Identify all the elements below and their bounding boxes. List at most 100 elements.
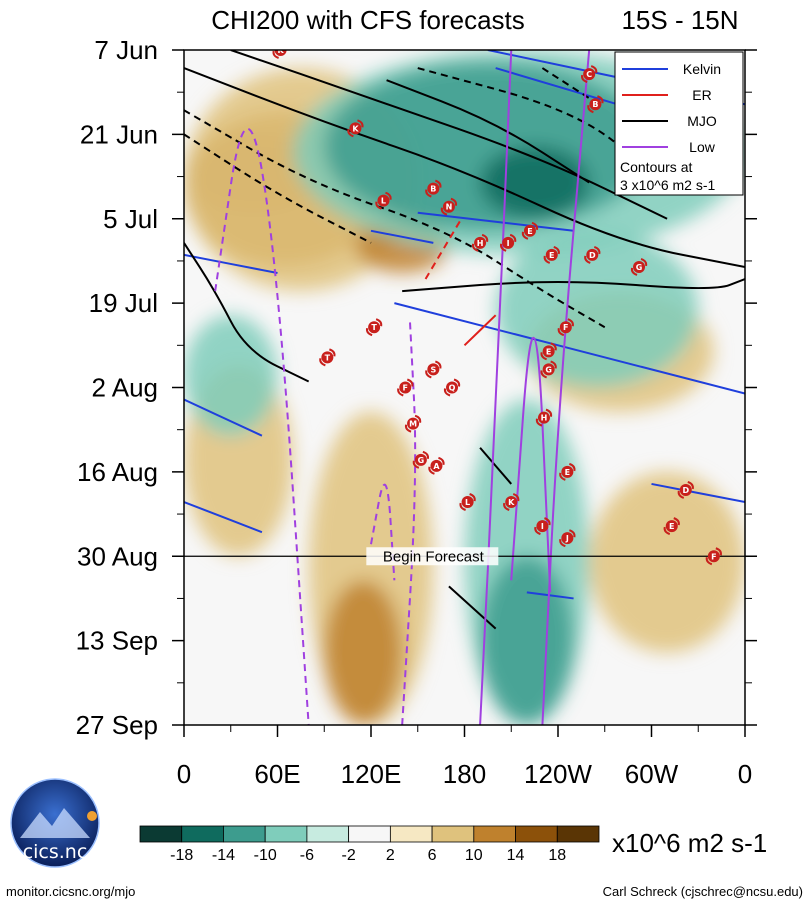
storm-label: B: [430, 185, 436, 194]
storm-circle-icon: [542, 363, 555, 376]
storm-arm-icon: [283, 42, 288, 49]
legend-label-er: ER: [692, 87, 711, 103]
storm-arm-icon: [438, 456, 445, 466]
storm-arm-icon: [705, 557, 713, 566]
low-contour-25: [401, 321, 417, 725]
y-tick-label-3: 19 Jul: [89, 288, 158, 318]
storm-marker-26: D: [677, 481, 694, 499]
storm-circle-icon: [586, 248, 599, 261]
storm-label: I: [541, 522, 544, 531]
storm-arm-icon: [428, 466, 435, 475]
storm-arm-icon: [557, 328, 565, 337]
storm-arm-icon: [434, 360, 442, 369]
storm-marker-29: I: [534, 517, 551, 536]
kelvin-contour-4: [370, 229, 434, 244]
storm-marker-20: Q: [443, 378, 461, 397]
y-tick-label-2: 5 Jul: [103, 204, 158, 234]
colorbar-label-6: 6: [428, 847, 437, 864]
er-contour-21: [424, 218, 463, 280]
logo-sun-icon: [87, 811, 97, 821]
legend: Kelvin ER MJO Low Contours at 3 x10^6 m2 s-1: [614, 51, 744, 196]
storm-label: E: [669, 522, 674, 531]
storm-marker-30: E: [663, 517, 680, 536]
storm-label: Q: [449, 384, 456, 393]
x-tick-label-5: 60W: [625, 759, 679, 789]
storm-arm-icon: [545, 408, 553, 417]
kelvin-contour-5: [394, 302, 745, 395]
storm-arm-icon: [715, 547, 722, 556]
footer-author: Carl Schreck (cjschrec@ncsu.edu): [603, 884, 803, 899]
logo-ring: [10, 778, 100, 868]
kelvin-contour-8: [651, 482, 745, 503]
forecast-label-bg: [366, 547, 499, 566]
storm-label: F: [711, 552, 716, 561]
storm-arm-icon: [584, 255, 591, 264]
mjo-contour-16: [448, 585, 497, 630]
storm-arm-icon: [329, 348, 336, 357]
storm-marker-15: T: [319, 348, 336, 367]
anomaly-region-7: [324, 580, 403, 725]
storm-circle-icon: [321, 351, 334, 364]
storm-arm-icon: [550, 342, 557, 351]
storm-marker-1: C: [581, 65, 598, 84]
colorbar-swatch-3: [264, 825, 308, 843]
storm-circle-icon: [505, 496, 518, 509]
storm-arm-icon: [544, 517, 551, 526]
storm-marker-7: E: [521, 221, 539, 240]
kelvin-contour-1: [495, 67, 699, 130]
storm-arm-icon: [365, 328, 373, 337]
colorbar-label-5: 2: [386, 847, 395, 864]
kelvin-contour-9: [526, 591, 574, 600]
storm-arm-icon: [440, 207, 448, 216]
storm-label: A: [433, 462, 440, 471]
storm-arm-icon: [559, 538, 566, 548]
storm-circle-icon: [561, 532, 574, 545]
colorbar-swatch-0: [139, 825, 183, 843]
forecast-label: Begin Forecast: [383, 548, 485, 565]
storm-label: B: [592, 100, 598, 109]
storm-arm-icon: [663, 526, 671, 536]
cics-logo: cics.nc: [10, 778, 100, 868]
storm-label: D: [682, 486, 689, 495]
storm-arm-icon: [593, 245, 601, 255]
storm-label: E: [565, 468, 570, 477]
storm-arm-icon: [550, 360, 557, 369]
colorbar-label-8: 14: [507, 847, 525, 864]
storm-arm-icon: [499, 243, 507, 252]
storm-label: T: [371, 323, 377, 332]
colorbar-swatch-8: [473, 825, 516, 843]
storm-arm-icon: [412, 460, 420, 469]
storm-arm-icon: [677, 490, 685, 499]
colorbar-units: x10^6 m2 s-1: [612, 828, 767, 858]
x-tick-label-6: 0: [738, 759, 752, 789]
storm-marker-9: I: [499, 233, 517, 252]
storm-marker-5: L: [375, 191, 392, 210]
storm-arm-icon: [535, 418, 543, 427]
storm-arm-icon: [590, 65, 598, 74]
storm-arm-icon: [471, 243, 479, 252]
storm-circle-icon: [542, 345, 555, 358]
storm-marker-18: S: [425, 360, 442, 379]
storm-circle-icon: [502, 236, 515, 249]
colorbar-swatch-4: [306, 825, 350, 843]
storm-label: T: [325, 353, 331, 362]
x-tick-label-4: 120W: [524, 759, 592, 789]
storm-circle-icon: [461, 496, 474, 509]
colorbar-swatch-10: [556, 825, 600, 843]
storm-marker-25: E: [559, 462, 576, 481]
storm-arm-icon: [404, 424, 412, 433]
storm-circle-icon: [583, 68, 596, 81]
storm-label: F: [563, 323, 568, 332]
storm-arm-icon: [450, 197, 458, 206]
storm-circle-icon: [679, 483, 692, 496]
storm-circle-icon: [536, 520, 549, 533]
storm-label: H: [477, 239, 484, 248]
storm-label: K: [278, 46, 285, 55]
storm-arm-icon: [567, 318, 574, 327]
storm-label: G: [418, 456, 425, 465]
storm-circle-icon: [407, 417, 420, 430]
colorbar-swatch-5: [348, 825, 391, 843]
storm-marker-11: D: [584, 245, 601, 264]
low-contour-28: [510, 336, 552, 593]
